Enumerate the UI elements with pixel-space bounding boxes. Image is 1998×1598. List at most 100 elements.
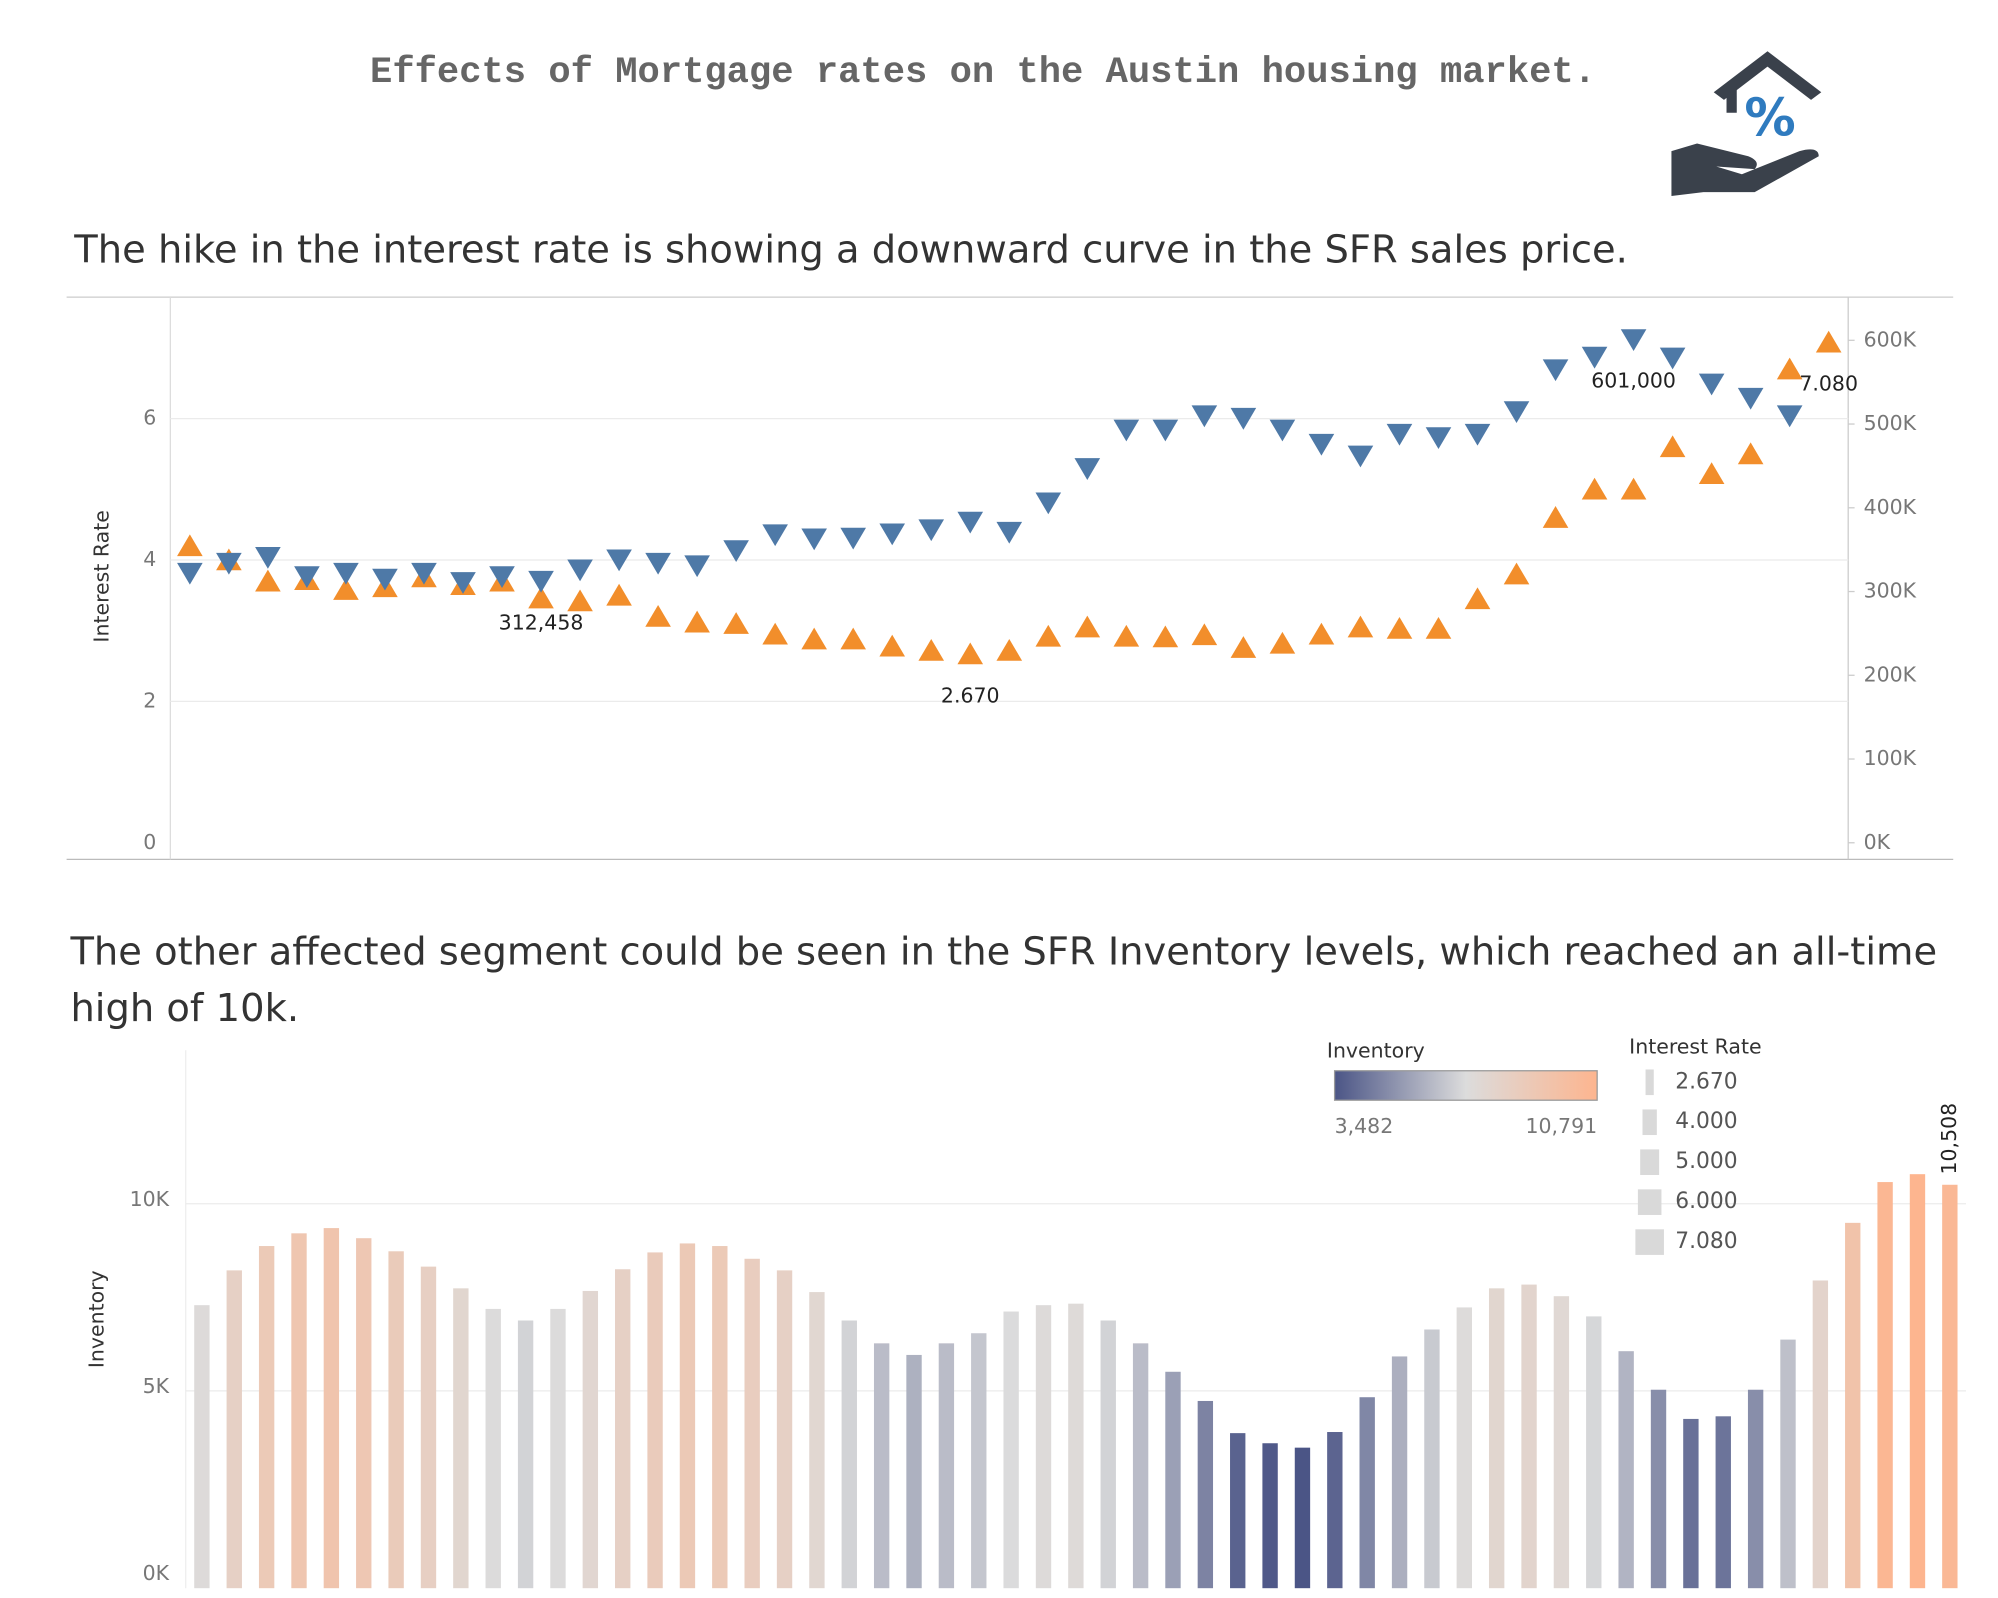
point (177, 562, 203, 585)
bar (1747, 1389, 1764, 1589)
point (294, 566, 320, 588)
y-tick-label: 4 (143, 547, 156, 571)
point (840, 527, 866, 550)
point (1347, 445, 1374, 468)
point (1152, 625, 1179, 648)
point (645, 552, 671, 575)
point (762, 524, 788, 547)
point (1776, 405, 1803, 428)
point (567, 559, 593, 582)
point (1542, 506, 1569, 528)
y2-tick-label: 300K (1864, 579, 1917, 603)
bar (1100, 1320, 1116, 1589)
point (1659, 347, 1686, 370)
point (1503, 562, 1530, 585)
point (1269, 419, 1296, 442)
bar (1942, 1184, 1958, 1589)
point (879, 634, 906, 657)
bar (356, 1238, 372, 1589)
y-axis-label: Inventory (84, 1270, 108, 1368)
bar (744, 1258, 760, 1589)
point (918, 519, 945, 542)
size-swatch (1635, 1229, 1664, 1255)
bar (323, 1228, 340, 1589)
bar (1683, 1418, 1699, 1589)
point (1113, 419, 1140, 442)
bar (1230, 1433, 1246, 1589)
bar (485, 1308, 501, 1589)
bar (1845, 1222, 1861, 1589)
size-swatch (1642, 1109, 1657, 1136)
point (1035, 624, 1062, 647)
bar (1780, 1339, 1796, 1589)
point (567, 589, 593, 612)
point (801, 627, 827, 650)
bar (1618, 1351, 1634, 1589)
point (1464, 423, 1491, 446)
point (1737, 387, 1764, 410)
point (723, 612, 749, 634)
bar (841, 1320, 857, 1589)
point (1269, 631, 1296, 654)
point (606, 549, 632, 572)
point (840, 627, 866, 650)
point (1698, 373, 1725, 396)
point (879, 523, 906, 546)
bar (1424, 1329, 1440, 1589)
bar (420, 1266, 437, 1589)
point (1503, 401, 1530, 424)
point (255, 569, 281, 592)
data-label: 2.670 (941, 683, 1000, 707)
point (918, 638, 945, 661)
svg-text:%: % (1744, 89, 1795, 149)
bar (291, 1233, 307, 1589)
point (450, 572, 476, 594)
point (1620, 329, 1647, 351)
point (1308, 433, 1335, 456)
bar (1359, 1397, 1375, 1589)
point (762, 622, 788, 645)
point (1230, 407, 1257, 430)
bar (453, 1288, 469, 1589)
point (957, 642, 984, 665)
bar (615, 1269, 631, 1589)
bar (712, 1246, 728, 1589)
point (1152, 419, 1179, 442)
data-label: 10,508 (1937, 1103, 1961, 1175)
legend-label: 2.670 (1675, 1069, 1737, 1094)
bar (1327, 1432, 1343, 1589)
y2-tick-label: 400K (1864, 495, 1917, 519)
point (957, 511, 984, 534)
y-tick-label: 0K (143, 1561, 170, 1585)
point (333, 578, 359, 600)
point (216, 552, 242, 575)
point (684, 610, 710, 633)
point (1074, 615, 1101, 638)
bar (1456, 1307, 1472, 1589)
size-swatch (1645, 1069, 1654, 1096)
point (606, 583, 632, 606)
point (1113, 624, 1140, 647)
data-label: 312,458 (499, 610, 584, 634)
y-axis-label: Interest Rate (89, 510, 113, 642)
bar (517, 1320, 534, 1589)
bar (1165, 1371, 1181, 1589)
bar (1586, 1316, 1602, 1589)
bar (647, 1252, 663, 1589)
bar (809, 1292, 825, 1589)
size-swatch (1640, 1149, 1660, 1176)
legend-label: 10,791 (1525, 1114, 1597, 1138)
bar (1294, 1447, 1311, 1589)
point (177, 534, 203, 557)
point (1425, 427, 1452, 449)
point (645, 605, 671, 627)
bar (1715, 1416, 1731, 1589)
legend-title: Interest Rate (1629, 1035, 1761, 1059)
bar (679, 1243, 696, 1589)
point (1776, 357, 1803, 380)
point (528, 586, 554, 609)
point (255, 546, 281, 569)
bar (1262, 1443, 1278, 1589)
